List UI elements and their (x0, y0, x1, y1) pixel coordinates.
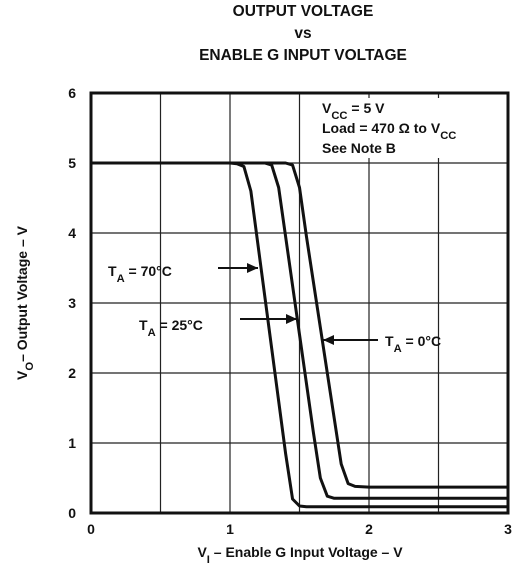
x-axis-label-part: I (207, 554, 210, 566)
annotation-part: A (117, 273, 125, 285)
x-tick-label: 2 (365, 521, 373, 537)
chart-title: ENABLE G INPUT VOLTAGE (199, 47, 407, 64)
annotation-part: See Note B (322, 140, 396, 156)
y-tick-label: 1 (68, 435, 76, 451)
y-axis-label-part: – Output Voltage – V (14, 225, 30, 362)
series-line (91, 161, 508, 489)
x-tick-label: 1 (226, 521, 234, 537)
annotation: See Note B (322, 140, 396, 156)
annotation-part: A (148, 327, 156, 339)
annotation-part: A (394, 343, 402, 355)
y-tick-label: 3 (68, 295, 76, 311)
x-tick-label: 3 (504, 521, 512, 537)
annotation-part: Load = 470 Ω to V (322, 120, 441, 136)
annotation-part: = 70°C (125, 263, 172, 279)
series-line (91, 161, 508, 509)
annotation-part: V (322, 100, 332, 116)
annotation-part: = 5 V (348, 100, 386, 116)
annotation-part: CC (331, 110, 347, 122)
annotation-part: T (108, 263, 117, 279)
plot-frame (89, 91, 510, 515)
annotation: TA = 70°C (108, 263, 172, 285)
x-axis-label-part: – Enable G Input Voltage – V (210, 544, 403, 560)
y-tick-label: 4 (68, 225, 76, 241)
arrow-head (286, 314, 297, 324)
x-tick-label: 0 (87, 521, 95, 537)
arrow-head (323, 335, 334, 345)
annotation-part: = 0°C (402, 333, 441, 349)
annotation-part: T (139, 317, 148, 333)
x-axis-label-part: V (197, 544, 207, 560)
y-tick-label: 6 (68, 85, 76, 101)
y-axis-label-part: V (14, 370, 30, 380)
y-tick-label: 0 (68, 505, 76, 521)
annotation: Load = 470 Ω to VCC (322, 120, 456, 142)
chart-title: OUTPUT VOLTAGE (233, 3, 374, 20)
x-axis-label: VI – Enable G Input Voltage – V (197, 544, 403, 566)
annotation: TA = 0°C (385, 333, 441, 355)
y-tick-label: 2 (68, 365, 76, 381)
y-axis-label-part: O (24, 362, 36, 371)
y-tick-label: 5 (68, 155, 76, 171)
arrow-head (247, 263, 258, 273)
annotation: TA = 25°C (139, 317, 203, 339)
annotation-part: CC (440, 130, 456, 142)
annotation-part: = 25°C (156, 317, 203, 333)
annotation-part: T (385, 333, 394, 349)
chart-title: vs (294, 25, 311, 42)
note-background (316, 98, 502, 158)
y-axis-label: VO– Output Voltage – V (14, 225, 36, 380)
annotation: VCC = 5 V (322, 100, 385, 122)
